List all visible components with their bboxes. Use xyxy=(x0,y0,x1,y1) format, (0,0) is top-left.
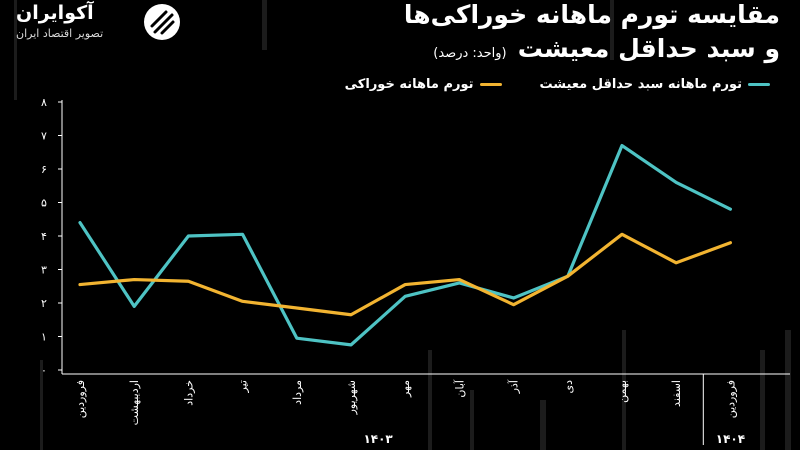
logo-mark-icon xyxy=(144,4,180,40)
y-tick-label: ۳ xyxy=(41,264,47,277)
logo-name: آکوایران xyxy=(16,2,94,24)
legend-swatch-food xyxy=(479,83,502,86)
brand-logo: آکوایران تصویر اقتصاد ایران xyxy=(14,2,194,46)
x-tick-label: بهمن xyxy=(616,380,629,403)
x-tick-label: آبان xyxy=(452,379,466,397)
y-tick-label: ۴ xyxy=(41,230,47,243)
x-tick-label: تیر xyxy=(237,380,250,393)
logo-tagline: تصویر اقتصاد ایران xyxy=(16,27,104,40)
legend-item-food: تورم ماهانه خوراکی xyxy=(345,77,502,92)
year-label: ۱۴۰۳ xyxy=(363,432,393,446)
x-tick-label: فروردین xyxy=(74,380,87,418)
chart-title-line2: و سبد حداقل معیشت xyxy=(517,34,780,63)
x-tick-label: شهریور xyxy=(345,380,358,415)
series-line-subsistence xyxy=(78,143,733,347)
x-tick-label: خرداد xyxy=(182,380,195,406)
y-tick-label: ۱ xyxy=(41,331,47,344)
x-tick-label: اردیبهشت xyxy=(128,380,141,425)
y-tick-label: ۵ xyxy=(41,197,47,210)
x-tick-label: آذر xyxy=(507,379,521,394)
series-line-food xyxy=(78,232,733,317)
y-tick-label: ۷ xyxy=(41,130,47,143)
x-tick-label: دی xyxy=(562,380,575,394)
x-tick-label: مرداد xyxy=(291,380,304,405)
x-tick-label: فروردین xyxy=(724,380,737,418)
y-tick-label: ۶ xyxy=(41,163,47,176)
legend-item-subsistence: تورم ماهانه سبد حداقل معیشت xyxy=(540,77,770,92)
legend: تورم ماهانه سبد حداقل معیشت تورم ماهانه … xyxy=(345,77,770,92)
chart-title-line2-row: و سبد حداقل معیشت (واحد: درصد) xyxy=(433,34,780,63)
y-tick-label: ۰ xyxy=(41,364,47,377)
legend-label-food: تورم ماهانه خوراکی xyxy=(344,77,474,92)
x-tick-label: اسفند xyxy=(670,380,683,407)
legend-label-subsistence: تورم ماهانه سبد حداقل معیشت xyxy=(539,77,742,92)
unit-label: (واحد: درصد) xyxy=(433,46,507,61)
y-tick-label: ۸ xyxy=(41,96,47,109)
legend-swatch-subsistence xyxy=(748,83,770,86)
x-tick-label: مهر xyxy=(399,380,412,398)
y-tick-label: ۲ xyxy=(41,297,47,310)
year-label: ۱۴۰۴ xyxy=(716,432,745,446)
chart-title-line1: مقایسه تورم ماهانه خوراکی‌ها xyxy=(403,0,780,29)
